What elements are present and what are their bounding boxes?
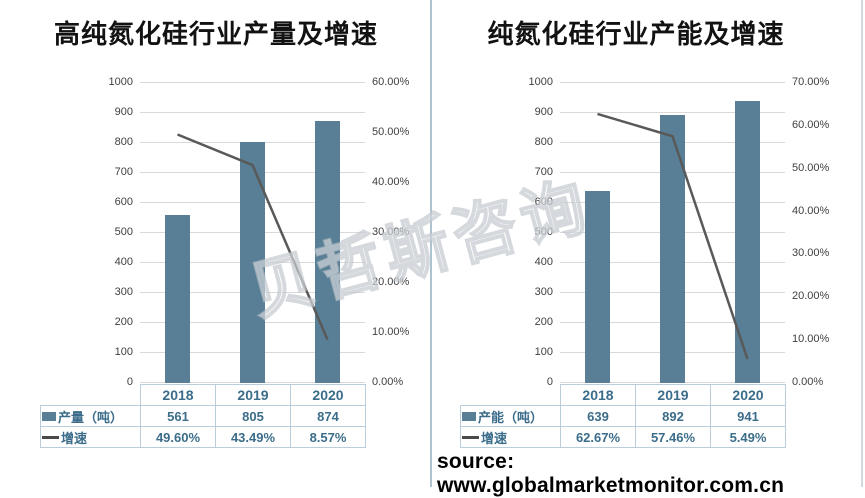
year-label: 2019: [215, 384, 291, 406]
axis-tick-label: 400: [534, 256, 553, 268]
growth-value: 49.60%: [140, 426, 216, 448]
axis-tick-label: 300: [114, 286, 133, 298]
table-row: 产能（吨） 639 892 941: [460, 405, 786, 427]
axis-tick-label: 300: [534, 286, 553, 298]
year-label: 2018: [140, 384, 216, 406]
axis-tick-label: 20.00%: [792, 290, 830, 303]
bar-value: 874: [290, 405, 366, 427]
bar-series-name: 产量（吨）: [58, 409, 124, 425]
axis-tick-label: 700: [534, 166, 553, 178]
table-row: 2018 2019 2020: [461, 384, 786, 406]
chart-data-table: 2018 2019 2020 产能（吨） 639 892 941: [460, 384, 786, 448]
axis-tick-label: 1000: [108, 76, 133, 88]
table-row: 增速 62.67% 57.46% 5.49%: [460, 426, 786, 448]
axis-tick-label: 30.00%: [372, 226, 410, 238]
chart-panel-capacity: 纯氮化硅行业产能及增速 1000 900 800 700 600 500 400 300 200…: [420, 0, 852, 487]
table-corner: [41, 385, 141, 406]
line-series-cell: 增速: [40, 426, 141, 448]
growth-line: [597, 112, 749, 360]
year-label: 2020: [710, 384, 786, 406]
line-series-name: 增速: [481, 430, 508, 446]
table-row: 产量（吨） 561 805 874: [40, 405, 366, 427]
chart-panel-production: 高纯氮化硅行业产量及增速 1000 900 800 700 600 500 400 300 20…: [0, 0, 432, 487]
bar-value: 892: [635, 405, 711, 427]
axis-tick-label: 10.00%: [372, 326, 410, 338]
bar-value: 805: [215, 405, 291, 427]
bar-2018: [165, 214, 190, 383]
chart-title: 纯氮化硅行业产能及增速: [487, 20, 785, 50]
axis-tick-label: 600: [114, 196, 133, 208]
axis-tick-label: 1000: [528, 76, 553, 88]
axis-tick-label: 100: [534, 346, 553, 358]
bar-legend-swatch-icon: [462, 411, 476, 421]
line-series-cell: 增速: [460, 426, 561, 448]
year-label: 2020: [290, 384, 366, 406]
growth-value: 43.49%: [215, 426, 291, 448]
growth-line: [177, 133, 329, 341]
axis-tick-label: 400: [114, 256, 133, 268]
axis-tick-label: 60.00%: [372, 76, 410, 88]
axis-tick-label: 20.00%: [372, 276, 410, 288]
axis-tick-label: 100: [114, 346, 133, 358]
axis-tick-label: 40.00%: [372, 176, 410, 188]
bar-legend-swatch-icon: [42, 411, 56, 421]
axis-tick-label: 800: [114, 136, 133, 148]
axis-tick-label: 900: [534, 106, 553, 118]
bar-value: 561: [140, 405, 216, 427]
axis-tick-label: 600: [534, 196, 553, 208]
right-percent-axis: 60.00% 50.00% 40.00% 30.00% 20.00% 10.00% 0.00…: [372, 76, 430, 388]
right-edge-line: [861, 0, 863, 487]
growth-value: 57.46%: [635, 426, 711, 448]
table-row: 2018 2019 2020: [41, 384, 366, 406]
axis-tick-label: 40.00%: [792, 204, 830, 217]
axis-tick-label: 700: [114, 166, 133, 178]
source-credit: source: www.globalmarketmonitor.com.cn: [437, 450, 785, 497]
line-legend-swatch-icon: [462, 435, 479, 439]
axis-tick-label: 60.00%: [792, 118, 830, 131]
bar-2018: [585, 191, 610, 383]
chart-data-table: 2018 2019 2020 产量（吨） 561 805 874: [40, 384, 366, 448]
bar-value: 941: [710, 405, 786, 427]
axis-tick-label: 70.00%: [792, 76, 830, 88]
line-legend-swatch-icon: [42, 435, 59, 439]
line-series-name: 增速: [61, 430, 88, 446]
left-value-axis: 1000 900 800 700 600 500 400 300 200 100 0: [78, 76, 133, 388]
axis-tick-label: 900: [114, 106, 133, 118]
table-corner: [461, 385, 561, 406]
axis-tick-label: 800: [534, 136, 553, 148]
axis-tick-label: 0: [126, 376, 133, 388]
growth-value: 8.57%: [290, 426, 366, 448]
panel-divider-line: [430, 0, 432, 487]
axis-tick-label: 0: [546, 376, 553, 388]
axis-tick-label: 30.00%: [792, 247, 830, 260]
growth-value: 62.67%: [560, 426, 636, 448]
axis-tick-label: 200: [114, 316, 133, 328]
axis-tick-label: 500: [534, 226, 553, 238]
growth-line-layer: [177, 133, 329, 341]
axis-tick-label: 0.00%: [372, 376, 404, 388]
axis-tick-label: 0.00%: [792, 376, 824, 388]
axis-tick-label: 200: [534, 316, 553, 328]
plot-area: [140, 82, 365, 383]
axis-tick-label: 50.00%: [792, 161, 830, 174]
axis-tick-label: 10.00%: [792, 333, 830, 346]
chart-title: 高纯氮化硅行业产量及增速: [53, 20, 378, 50]
plot-area: [560, 82, 785, 383]
growth-value: 5.49%: [710, 426, 786, 448]
bar-series-cell: 产量（吨）: [40, 405, 141, 427]
right-percent-axis: 70.00% 60.00% 50.00% 40.00% 30.00% 20.00% 10.0…: [792, 76, 850, 388]
left-value-axis: 1000 900 800 700 600 500 400 300 200 100 0: [498, 76, 553, 388]
year-label: 2018: [560, 384, 636, 406]
growth-line-layer: [597, 112, 749, 360]
bar-series-name: 产能（吨）: [478, 409, 544, 425]
table-row: 增速 49.60% 43.49% 8.57%: [40, 426, 366, 448]
year-label: 2019: [635, 384, 711, 406]
bar-series-cell: 产能（吨）: [460, 405, 561, 427]
axis-tick-label: 50.00%: [372, 126, 410, 138]
bar-value: 639: [560, 405, 636, 427]
axis-tick-label: 500: [114, 226, 133, 238]
